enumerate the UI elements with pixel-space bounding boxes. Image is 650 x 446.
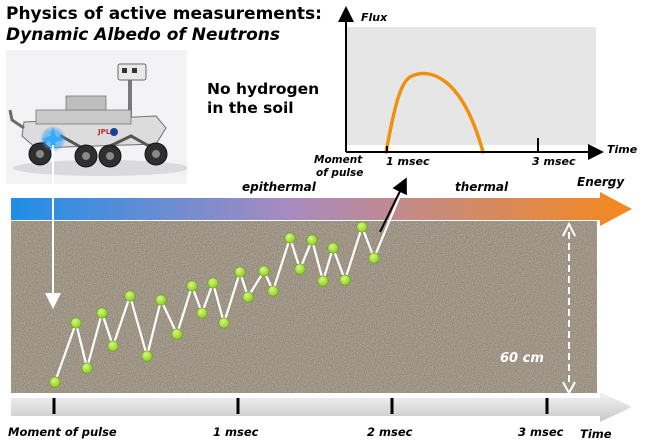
neutron-collision-point	[218, 317, 230, 329]
flux-x-label: Time	[607, 143, 638, 156]
neutron-collision-point	[196, 307, 208, 319]
time-label-2: 2 msec	[367, 425, 413, 439]
energy-label-thermal: thermal	[455, 180, 509, 194]
mars-rover-icon: JPL	[6, 50, 187, 184]
flux-y-label: Flux	[361, 11, 388, 24]
neutron-collisions	[49, 221, 380, 388]
neutron-collision-point	[242, 291, 254, 303]
neutron-collision-point	[284, 232, 296, 244]
depth-label: 60 cm	[500, 351, 544, 366]
time-axis-label: Time	[580, 427, 612, 441]
neutron-collision-point	[186, 280, 198, 292]
neutron-collision-point	[155, 294, 167, 306]
soil-hydrogen-note: No hydrogen in the soil	[207, 80, 320, 117]
neutron-collision-point	[124, 290, 136, 302]
depth-arrow-top	[562, 221, 576, 237]
depth-arrow-bottom	[562, 381, 576, 396]
neutron-collision-point	[356, 221, 368, 233]
neutron-collision-point	[96, 307, 108, 319]
neutron-collision-point	[327, 242, 339, 254]
neutron-collision-point	[107, 340, 119, 352]
flux-curve	[384, 71, 485, 154]
neutron-collision-point	[258, 265, 270, 277]
time-label-3: 3 msec	[518, 425, 564, 439]
neutron-collision-point	[171, 328, 183, 340]
neutron-collision-point	[70, 317, 82, 329]
flux-tick-label-3: 3 msec	[532, 155, 576, 168]
soil-texture	[11, 221, 597, 393]
neutron-collision-point	[306, 234, 318, 246]
flux-tick-label-1: 1 msec	[386, 155, 430, 168]
neutron-collision-point	[81, 362, 93, 374]
title-line-2: Dynamic Albedo of Neutrons	[6, 25, 281, 45]
time-axis: Moment of pulse 1 msec 2 msec 3 msec Tim…	[8, 392, 632, 441]
time-label-pulse: Moment of pulse	[8, 425, 117, 439]
energy-bar: epithermal thermal Energy	[11, 175, 632, 226]
neutron-collision-point	[207, 277, 219, 289]
neutron-collision-point	[368, 252, 380, 264]
rover-photo: JPL	[6, 50, 187, 184]
neutron-collision-point	[267, 285, 279, 297]
soil-layer: 60 cm	[11, 221, 597, 396]
neutron-collision-point	[294, 263, 306, 275]
flux-origin-label: Moment of pulse	[314, 154, 366, 179]
time-label-1: 1 msec	[213, 425, 259, 439]
neutron-collision-point	[141, 350, 153, 362]
energy-label-epithermal: epithermal	[242, 180, 317, 194]
energy-axis-label: Energy	[577, 175, 625, 189]
neutron-collision-point	[339, 274, 351, 286]
neutron-collision-point	[317, 275, 329, 287]
energy-arrow	[11, 192, 632, 226]
neutron-collision-point	[49, 376, 61, 388]
svg-text:JPL: JPL	[97, 128, 111, 136]
neutron-escape-arrow	[379, 177, 407, 233]
flux-chart-panel	[346, 27, 596, 145]
flux-chart: Flux Time 1 msec 3 msec Moment of pulse	[314, 6, 638, 179]
neutron-collision-point	[234, 266, 246, 278]
title-line-1: Physics of active measurements:	[6, 4, 322, 24]
time-arrow	[11, 392, 632, 422]
